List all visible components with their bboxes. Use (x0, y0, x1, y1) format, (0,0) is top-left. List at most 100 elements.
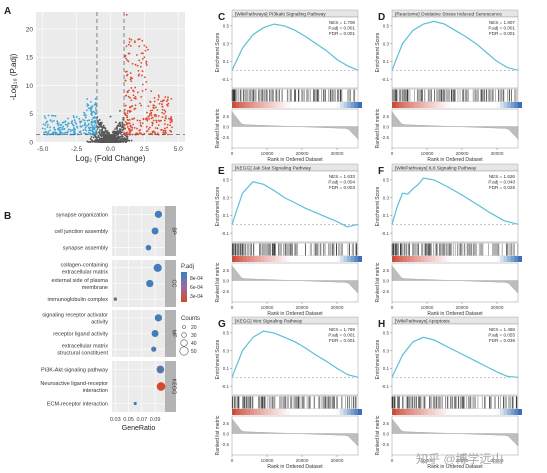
volcano-point (164, 123, 166, 125)
volcano-point (128, 109, 131, 112)
volcano-point (126, 90, 129, 93)
panel-letter: E (218, 166, 225, 177)
volcano-point (130, 129, 133, 132)
volcano-point (143, 56, 146, 59)
x-tick-label: 0.07 (136, 417, 147, 423)
volcano-point (109, 135, 112, 138)
rank-color-segment (460, 409, 465, 415)
volcano-point (43, 115, 46, 118)
metric-tick-label: 0.0 (383, 431, 390, 436)
rank-color-segment (518, 102, 522, 108)
volcano-point (114, 134, 117, 137)
x-tick-label: -2.5 (71, 146, 83, 153)
volcano-point (143, 132, 146, 135)
ranked-metric-area (391, 418, 519, 447)
term-label: Neuroactive ligand-receptor interaction (40, 381, 108, 394)
volcano-point (134, 104, 137, 107)
rank-color-segment (482, 102, 486, 108)
y-tick-label: 0.3 (223, 41, 230, 46)
volcano-point (126, 112, 129, 115)
volcano-point (129, 106, 131, 109)
volcano-point (52, 114, 55, 117)
gsea-panels: C [WikiPathways] PI3kakt Signaling Pathwa… (215, 9, 522, 470)
volcano-point (73, 132, 75, 134)
x-tick-label: 30000 (331, 458, 344, 463)
rank-color-segment (264, 256, 269, 262)
es-plot-frame (231, 170, 359, 243)
volcano-point (102, 135, 105, 138)
gsea-panel-g: G [KEGG] Wnt Signaling Pathway -0.1 0.1 0.3 0… (215, 316, 362, 470)
dot (153, 263, 162, 272)
y-tick-label: 0.3 (383, 195, 390, 200)
volcano-point (93, 140, 96, 143)
rank-color-segment (246, 409, 251, 415)
fdr-stat: FDR = 0.001 (489, 31, 516, 36)
rank-color-segment (311, 102, 316, 108)
volcano-point (106, 131, 108, 134)
volcano-point (99, 121, 102, 124)
volcano-point (102, 137, 105, 139)
y-tick-label: 0.5 (383, 24, 390, 29)
volcano-point (161, 103, 163, 105)
volcano-point (150, 90, 153, 93)
volcano-point (158, 102, 161, 105)
rank-color-segment (307, 256, 312, 262)
metric-tick-label: 0.0 (383, 124, 390, 129)
volcano-point (89, 137, 92, 140)
rank-color-segment (354, 409, 359, 415)
rank-color-segment (293, 256, 298, 262)
volcano-point (124, 55, 127, 58)
dot (145, 244, 152, 251)
rank-color-segment (343, 102, 348, 108)
x-tick-label: 30000 (331, 305, 344, 310)
volcano-point (101, 126, 104, 129)
dot (113, 297, 118, 301)
volcano-point (156, 127, 159, 130)
rank-color-segment (286, 409, 290, 415)
volcano-point (100, 134, 103, 137)
rank-color-segment (239, 256, 244, 262)
volcano-point (141, 122, 144, 125)
volcano-point (71, 129, 74, 131)
legend-size-tick: 30 (191, 333, 197, 339)
legend-size-tick: 40 (191, 341, 197, 347)
legend-size-dot (179, 346, 189, 356)
metric-y-label: Ranked list metric (375, 108, 381, 148)
y-tick-label: 0 (29, 140, 33, 147)
rank-color-segment (471, 256, 476, 262)
rank-color-segment (293, 102, 298, 108)
gsea-title: [WikiPathways] PI3kakt Signaling Pathway (235, 11, 326, 17)
volcano-point (117, 132, 120, 135)
rank-color-segment (250, 256, 254, 262)
volcano-point (44, 131, 47, 134)
volcano-point (111, 139, 114, 141)
rank-color-segment (399, 102, 404, 108)
rank-color-segment (350, 409, 355, 415)
volcano-point (61, 133, 63, 136)
rank-color-segment (438, 409, 443, 415)
volcano-point (91, 118, 93, 121)
rank-color-segment (300, 256, 305, 262)
rank-color-segment (460, 256, 465, 262)
volcano-point (79, 125, 82, 128)
rank-color-segment (347, 256, 352, 262)
rank-color-segment (467, 102, 472, 108)
volcano-point (141, 90, 144, 92)
volcano-point (113, 139, 115, 142)
rank-color-segment (271, 102, 276, 108)
rank-color-segment (442, 409, 447, 415)
volcano-point (170, 116, 173, 119)
padj-stat: P.adj = 0.001 (328, 26, 355, 31)
fdr-stat: FDR = 0.026 (489, 185, 516, 190)
volcano-point (67, 122, 70, 125)
y-tick-label: 0.5 (383, 178, 390, 183)
facet-label-cc: CC (171, 280, 177, 288)
volcano-point (85, 129, 88, 132)
rank-color-segment (446, 409, 450, 415)
legend-size-tick: 20 (191, 325, 197, 331)
rank-color-segment (399, 256, 404, 262)
volcano-point (140, 52, 143, 55)
volcano-point (124, 112, 127, 115)
volcano-point (72, 115, 75, 117)
